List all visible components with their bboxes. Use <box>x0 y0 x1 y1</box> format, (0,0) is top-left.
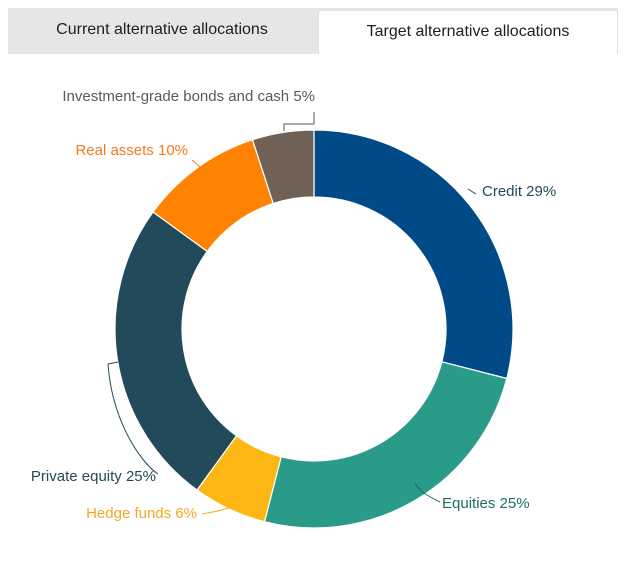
label-hedge-funds: Hedge funds 6% <box>86 505 197 522</box>
label-real-assets: Real assets 10% <box>75 142 188 159</box>
label-credit: Credit 29% <box>482 183 556 200</box>
connector-equities <box>414 482 441 503</box>
slice-investment-grade-bonds-and-cash[interactable] <box>251 129 315 205</box>
connector-credit <box>467 188 477 195</box>
tab-target-allocations[interactable]: Target alternative allocations <box>318 10 618 54</box>
connector-hedge-funds <box>201 506 233 515</box>
tab-bar: Current alternative allocations Target a… <box>8 8 618 54</box>
label-investment-grade-bonds-and-cash: Investment-grade bonds and cash 5% <box>62 88 315 105</box>
connector-private-equity <box>107 361 159 475</box>
slice-private-equity[interactable] <box>114 211 238 491</box>
slice-credit[interactable] <box>313 129 514 380</box>
connector-real-assets <box>191 159 207 173</box>
label-private-equity: Private equity 25% <box>31 468 156 485</box>
tab-current-allocations[interactable]: Current alternative allocations <box>56 21 268 38</box>
slice-equities[interactable] <box>263 361 508 529</box>
label-equities: Equities 25% <box>442 495 530 512</box>
connector-investment-grade-bonds-and-cash <box>283 112 315 131</box>
